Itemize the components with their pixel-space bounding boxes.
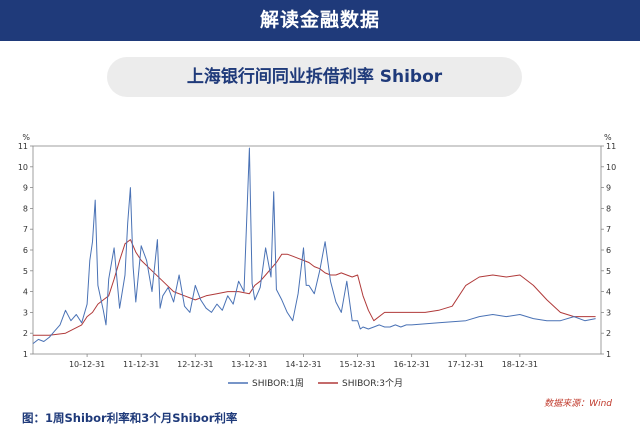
y-tick-label-right: 10 [606, 163, 616, 172]
y-tick-label-right: 1 [606, 350, 611, 359]
y-tick-label-left: 4 [23, 288, 28, 297]
x-tick-label: 18-12-31 [502, 360, 538, 369]
plot-frame [32, 145, 602, 355]
y-tick-label-right: 7 [606, 225, 611, 234]
y-tick-label-left: 10 [18, 163, 28, 172]
series-line-shibor-1w [32, 147, 596, 344]
y-tick-label-right: 9 [606, 184, 611, 193]
page-banner: 解读金融数据 [0, 0, 640, 41]
legend-item-shibor-3m-label: SHIBOR:3个月 [342, 378, 403, 389]
x-tick-label: 12-12-31 [177, 360, 213, 369]
chart-series [32, 147, 596, 344]
y-tick-label-left: 6 [23, 246, 28, 255]
x-tick-label: 16-12-31 [394, 360, 430, 369]
y-tick-label-left: 5 [23, 267, 28, 276]
x-tick-label: 17-12-31 [448, 360, 484, 369]
x-tick-label: 14-12-31 [285, 360, 321, 369]
y-tick-label-right: 3 [606, 308, 611, 317]
x-tick-label: 13-12-31 [231, 360, 267, 369]
y-tick-label-right: 6 [606, 246, 611, 255]
chart-legend: SHIBOR:1周 SHIBOR:3个月 [228, 378, 403, 389]
legend-item-shibor-1w-label: SHIBOR:1周 [252, 378, 304, 389]
y-tick-label-right: 4 [606, 288, 611, 297]
subtitle-pill: 上海银行间同业拆借利率 Shibor [107, 57, 522, 97]
x-tick-label: 11-12-31 [123, 360, 159, 369]
y-tick-label-right: 8 [606, 204, 611, 213]
x-tick-label: 10-12-31 [69, 360, 105, 369]
y-tick-label-left: 8 [23, 204, 28, 213]
y-tick-label-right: 11 [606, 142, 616, 151]
figure-caption: 图：1周Shibor利率和3个月Shibor利率 [22, 411, 238, 425]
y-tick-label-left: 7 [23, 225, 28, 234]
y-tick-label-left: 2 [23, 329, 28, 338]
y-tick-label-right: 5 [606, 267, 611, 276]
y-tick-label-left: 9 [23, 184, 28, 193]
data-source: 数据来源：Wind [544, 399, 612, 409]
y-tick-label-left: 3 [23, 308, 28, 317]
y-tick-label-left: 11 [18, 142, 28, 151]
y-unit-right: % [604, 133, 612, 142]
y-tick-label-left: 1 [23, 350, 28, 359]
subtitle-text: 上海银行间同业拆借利率 Shibor [186, 67, 443, 87]
series-line-shibor-3m [33, 239, 596, 336]
y-unit-left: % [22, 133, 30, 142]
x-tick-label: 15-12-31 [339, 360, 375, 369]
banner-title: 解读金融数据 [259, 9, 380, 31]
y-tick-label-right: 2 [606, 329, 611, 338]
